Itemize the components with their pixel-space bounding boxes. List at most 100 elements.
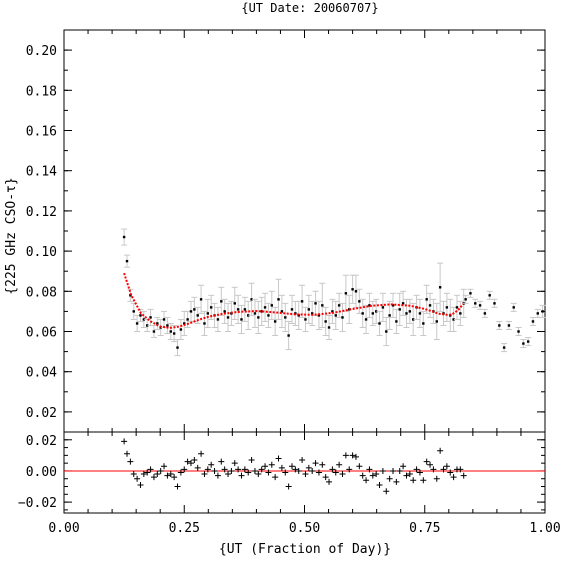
data-point bbox=[502, 346, 506, 349]
residual-point bbox=[124, 450, 131, 457]
panel-0-y-tick-label: 0.14 bbox=[26, 165, 57, 180]
residual-point bbox=[275, 455, 282, 462]
data-point bbox=[243, 308, 247, 311]
data-point bbox=[498, 324, 501, 327]
data-point bbox=[280, 310, 284, 313]
data-point bbox=[146, 324, 149, 327]
residual-point bbox=[130, 471, 137, 478]
data-point bbox=[401, 302, 405, 305]
residual-point bbox=[228, 467, 235, 474]
data-point bbox=[226, 316, 230, 319]
data-point bbox=[438, 286, 442, 289]
residual-point bbox=[282, 469, 289, 476]
residual-point bbox=[450, 474, 457, 481]
bottom-panel: 0.02 0.00 −0.02 0.00 0.25 0.50 0.75 1.00 bbox=[18, 431, 561, 536]
panel-1-y-tick-label: 0.02 bbox=[26, 434, 57, 449]
x-tick-label: 0.00 bbox=[48, 521, 79, 536]
data-point bbox=[493, 302, 496, 305]
panel-1-frame bbox=[63, 431, 546, 514]
residual-point bbox=[262, 463, 269, 470]
residual-point bbox=[137, 481, 144, 488]
data-point bbox=[368, 304, 371, 307]
data-point bbox=[300, 300, 304, 303]
residual-point bbox=[403, 472, 410, 479]
data-point bbox=[247, 314, 250, 317]
residual-point bbox=[386, 475, 393, 482]
residual-point bbox=[174, 483, 181, 490]
residual-point bbox=[433, 475, 440, 482]
data-point bbox=[478, 304, 482, 307]
residual-point bbox=[177, 469, 184, 476]
data-point bbox=[186, 318, 189, 321]
residual-point bbox=[181, 466, 188, 473]
data-point bbox=[327, 326, 331, 329]
residual-point bbox=[134, 475, 141, 482]
residual-point bbox=[349, 452, 356, 459]
panel-1-y-tick-label: −0.02 bbox=[18, 496, 57, 511]
data-point bbox=[253, 312, 257, 315]
data-point bbox=[220, 300, 223, 303]
panel-0-y-tick-label: 0.06 bbox=[26, 326, 57, 341]
residual-point bbox=[241, 466, 248, 473]
data-point bbox=[435, 320, 438, 323]
residual-point bbox=[416, 469, 423, 476]
data-point bbox=[425, 298, 428, 301]
data-point bbox=[132, 310, 135, 313]
data-point bbox=[273, 320, 277, 323]
data-point bbox=[428, 304, 432, 307]
residual-point bbox=[245, 469, 252, 476]
data-point bbox=[469, 292, 472, 295]
data-point bbox=[176, 346, 179, 349]
panel-0-y-tick-label: 0.10 bbox=[26, 245, 57, 260]
residual-point bbox=[326, 478, 333, 485]
data-point bbox=[314, 302, 317, 305]
residual-point bbox=[288, 463, 295, 470]
residual-point bbox=[238, 472, 245, 479]
residual-point bbox=[121, 438, 128, 445]
residual-point bbox=[373, 471, 380, 478]
residual-point bbox=[457, 466, 464, 473]
panel-0-y-tick-label: 0.16 bbox=[26, 125, 57, 140]
residual-point bbox=[443, 463, 450, 470]
residual-point bbox=[147, 466, 154, 473]
residual-point bbox=[258, 466, 265, 473]
residual-point bbox=[221, 466, 228, 473]
data-point bbox=[522, 342, 525, 345]
residual-point bbox=[396, 467, 403, 474]
data-point bbox=[354, 290, 358, 293]
x-tick-label: 0.50 bbox=[289, 521, 320, 536]
data-point bbox=[310, 312, 314, 315]
data-point bbox=[324, 320, 327, 323]
data-point bbox=[223, 310, 226, 313]
data-point bbox=[512, 306, 515, 309]
data-point bbox=[398, 308, 401, 311]
data-point bbox=[304, 318, 307, 321]
residual-point bbox=[255, 471, 262, 478]
x-tick-label: 0.25 bbox=[169, 521, 200, 536]
data-point bbox=[156, 322, 159, 325]
data-point bbox=[135, 322, 139, 325]
data-point bbox=[418, 312, 422, 315]
data-point bbox=[391, 304, 395, 307]
residual-point bbox=[339, 471, 346, 478]
residual-point bbox=[390, 467, 397, 474]
residual-point bbox=[140, 471, 147, 478]
data-point bbox=[196, 314, 199, 317]
data-point bbox=[531, 320, 535, 323]
residual-point bbox=[191, 457, 198, 464]
residual-point bbox=[315, 469, 322, 476]
data-point bbox=[422, 322, 425, 325]
residual-point bbox=[309, 467, 316, 474]
data-point bbox=[216, 318, 220, 321]
data-point bbox=[166, 324, 169, 327]
data-point bbox=[172, 332, 176, 335]
residual-point bbox=[400, 463, 407, 470]
residual-point bbox=[460, 472, 467, 479]
residual-point bbox=[369, 472, 376, 479]
residual-point bbox=[376, 481, 383, 488]
x-axis-label: {UT (Fraction of Day)} bbox=[219, 542, 391, 557]
residual-point bbox=[164, 472, 171, 479]
residual-point bbox=[352, 453, 359, 460]
data-point bbox=[206, 312, 210, 315]
data-point bbox=[139, 314, 142, 317]
